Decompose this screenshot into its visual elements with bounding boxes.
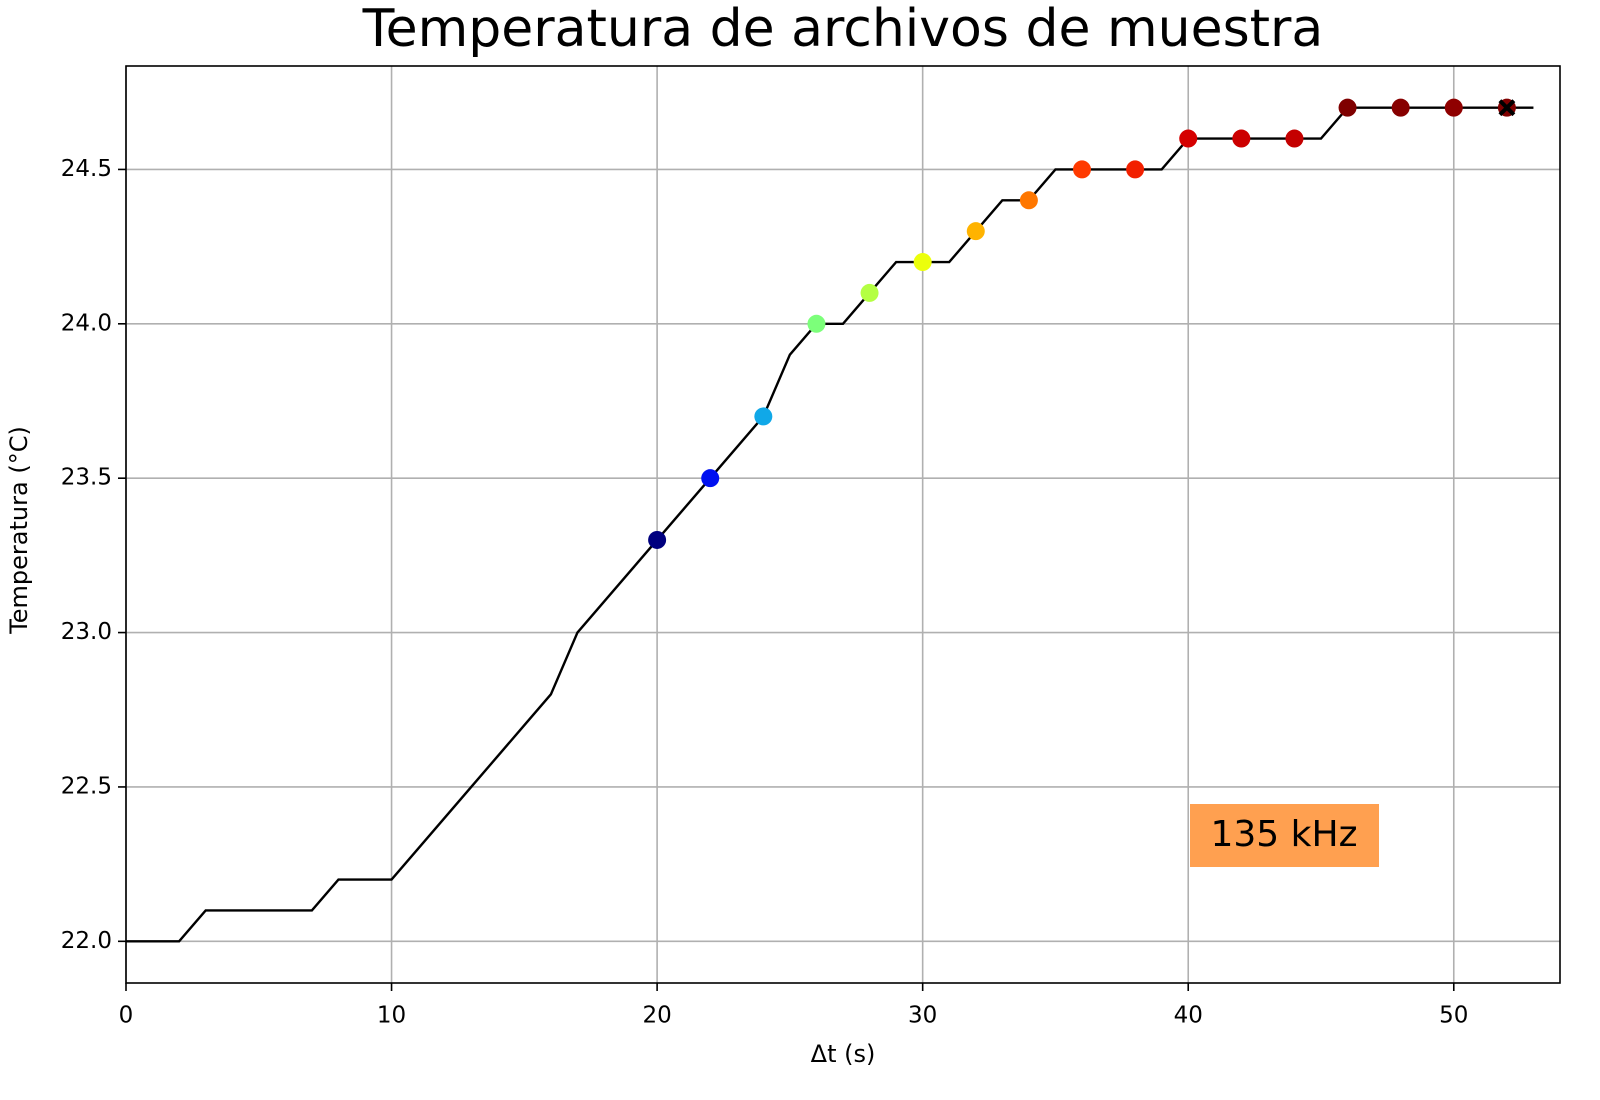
annotation: 135 kHz bbox=[1190, 804, 1379, 867]
sample-point bbox=[1338, 98, 1357, 117]
chart-title: Temperatura de archivos de muestra bbox=[362, 0, 1324, 59]
sample-point bbox=[1126, 160, 1145, 179]
sample-point bbox=[1444, 98, 1463, 117]
sample-point bbox=[913, 253, 932, 272]
plot-area bbox=[126, 98, 1534, 943]
y-tick-label: 23.5 bbox=[61, 465, 112, 491]
sample-point bbox=[860, 283, 879, 302]
x-tick-label: 40 bbox=[1174, 1003, 1203, 1029]
end-marker bbox=[1498, 99, 1516, 117]
sample-point bbox=[754, 407, 773, 426]
sample-point bbox=[1391, 98, 1410, 117]
sample-point bbox=[701, 469, 720, 488]
sample-point bbox=[1073, 160, 1091, 179]
x-tick-label: 50 bbox=[1439, 1003, 1468, 1029]
x-axis-label: Δt (s) bbox=[811, 1040, 876, 1068]
x-tick-label: 20 bbox=[642, 1003, 671, 1029]
sample-point bbox=[1232, 129, 1251, 148]
y-tick-label: 24.5 bbox=[61, 156, 112, 182]
x-tick-label: 30 bbox=[908, 1003, 937, 1029]
x-tick-label: 0 bbox=[119, 1003, 134, 1029]
y-axis-label: Temperatura (°C) bbox=[5, 426, 33, 635]
sample-point bbox=[807, 314, 826, 333]
y-tick-label: 22.5 bbox=[61, 773, 112, 799]
grid: 0 10 20 30 40 50 22.0 22.5 23.0 23.5 24.0 24.5 bbox=[61, 66, 1560, 1029]
sample-point bbox=[1019, 191, 1038, 210]
sample-point bbox=[966, 222, 985, 241]
annotation-box bbox=[1190, 804, 1379, 867]
y-tick-label: 22.0 bbox=[61, 928, 112, 954]
sample-point bbox=[1179, 129, 1198, 148]
annotation-text: 135 kHz bbox=[1211, 814, 1358, 855]
y-tick-label: 24.0 bbox=[61, 310, 112, 336]
x-tick-label: 10 bbox=[377, 1003, 406, 1029]
y-tick-label: 23.0 bbox=[61, 619, 112, 645]
sample-point bbox=[1285, 129, 1304, 148]
sample-point bbox=[648, 530, 667, 549]
axes-frame bbox=[125, 65, 1561, 984]
